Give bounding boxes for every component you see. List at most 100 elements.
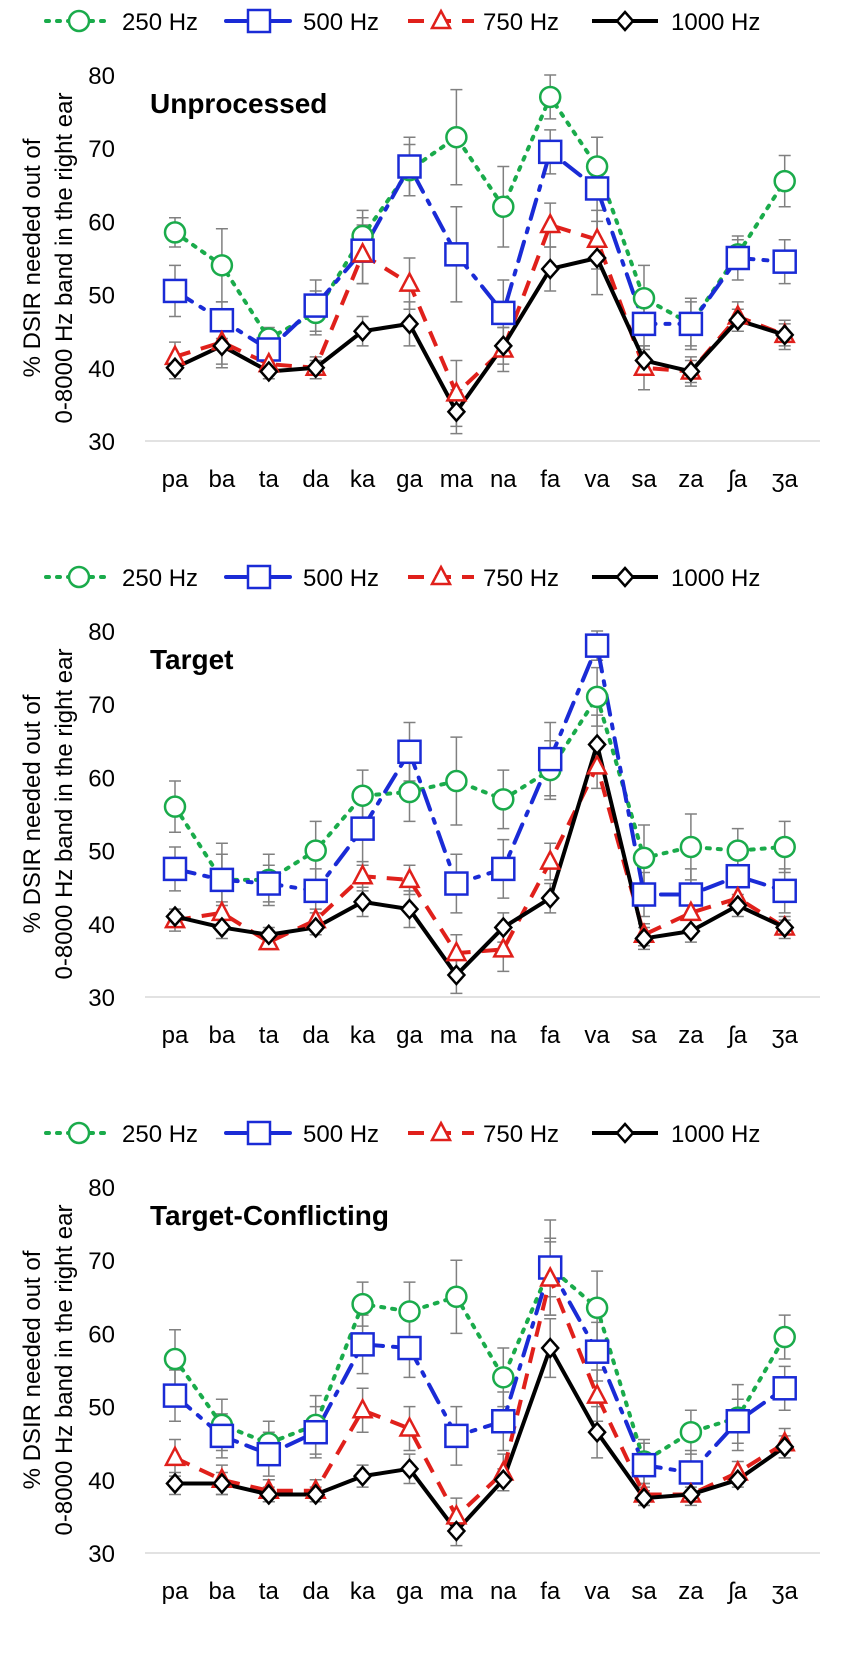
category-label: va [584,466,610,493]
category-label: fa [540,1022,561,1049]
category-label: ta [259,1022,280,1049]
data-point [587,247,607,269]
y-axis-label-line1: % DSIR needed out of [19,1250,46,1489]
data-point [399,312,420,335]
chart-title: Unprocessed [150,88,327,119]
data-point [772,878,797,904]
legend-label-500hz: 500 Hz [303,9,379,36]
y-tick-label: 50 [88,1395,115,1422]
category-label: ʃa [726,1022,747,1049]
data-point [162,1383,188,1408]
chart-title: Target [150,644,234,675]
data-point [775,916,795,939]
category-label: ʃa [726,466,747,493]
legend-label-1000hz: 1000 Hz [671,565,760,592]
category-label: sa [631,1578,657,1605]
data-point [493,334,513,357]
legend-marker-1000hz [615,1122,635,1144]
y-tick-label: 80 [88,619,115,646]
legend-marker-500hz [246,564,272,590]
data-point [209,307,235,333]
data-point [584,1339,610,1364]
y-axis-label-line1: % DSIR needed out of [19,694,46,933]
y-tick-label: 30 [88,985,115,1012]
series-points-500hz [162,1255,797,1485]
category-label: ka [350,466,376,493]
data-point [584,176,610,201]
data-point [163,1445,187,1467]
data-point [585,685,609,709]
y-tick-label: 70 [88,692,115,719]
data-point [398,270,421,292]
data-point [259,923,279,946]
data-point [398,1415,421,1437]
category-label: sa [631,466,657,493]
series-points-750hz [163,753,796,962]
y-tick-label: 50 [88,839,115,866]
category-label: ma [440,1578,474,1605]
data-point [397,154,422,179]
data-point [491,300,516,326]
category-label: za [678,1578,704,1605]
category-label: ba [209,1578,236,1605]
legend-label-750hz: 750 Hz [483,565,559,592]
data-point [540,258,560,280]
data-point [350,1332,375,1357]
category-label: za [678,1022,704,1049]
data-point [303,878,328,904]
category-label: da [302,1022,329,1049]
data-point [303,1419,328,1445]
data-point [492,788,515,811]
legend-label-250hz: 250 Hz [122,565,198,592]
category-label: ma [440,1022,474,1049]
category-label: ma [440,466,474,493]
data-point [444,871,469,896]
data-point [445,1285,468,1309]
legend-marker-750hz [429,564,453,586]
y-tick-label: 60 [88,209,115,236]
category-label: ʒa [771,466,798,493]
chart-target-conflicting: 250 Hz 500 Hz 750 Hz 1000 Hz 30 40 50 60 70 80 % D… [19,1120,820,1605]
data-point [728,309,748,332]
data-point [491,856,516,882]
data-point [537,746,563,772]
data-point [773,835,796,859]
data-point [163,221,187,244]
data-point [398,867,421,889]
data-point [679,900,702,922]
data-point [397,1335,422,1361]
data-point [681,360,701,383]
data-point [634,927,654,950]
category-label: va [584,1578,610,1605]
series-points-250hz [163,1256,796,1473]
category-label: fa [540,466,561,493]
data-point [726,839,750,862]
chart-target: 250 Hz 500 Hz 750 Hz 1000 Hz 30 40 50 60 70 80 % D… [19,564,820,1049]
series-points-1000hz [165,247,795,423]
data-point [259,360,279,383]
data-point [444,1423,469,1449]
data-point [256,1441,282,1467]
y-tick-label: 80 [88,1175,115,1202]
legend-label-500hz: 500 Hz [303,1121,379,1148]
data-point [585,1296,609,1320]
data-point [491,1408,516,1434]
category-label: ka [350,1022,376,1049]
data-point [303,293,328,318]
legend-marker-500hz [246,8,272,34]
legend-label-1000hz: 1000 Hz [671,1121,760,1148]
legend-marker-1000hz [615,10,635,32]
legend-marker-750hz [429,8,453,30]
data-point [678,1460,704,1485]
legend-marker-750hz [429,1120,453,1142]
data-point [351,784,374,807]
data-point [209,1423,235,1449]
y-axis-label-line2: 0-8000 Hz band in the right ear [51,649,78,980]
data-point [351,863,374,885]
series-points-1000hz [165,1337,795,1542]
y-tick-label: 40 [88,356,115,383]
legend-marker-250hz [67,1121,91,1145]
data-point [351,1292,374,1316]
legend-label-500hz: 500 Hz [303,565,379,592]
category-label: pa [162,1022,189,1049]
